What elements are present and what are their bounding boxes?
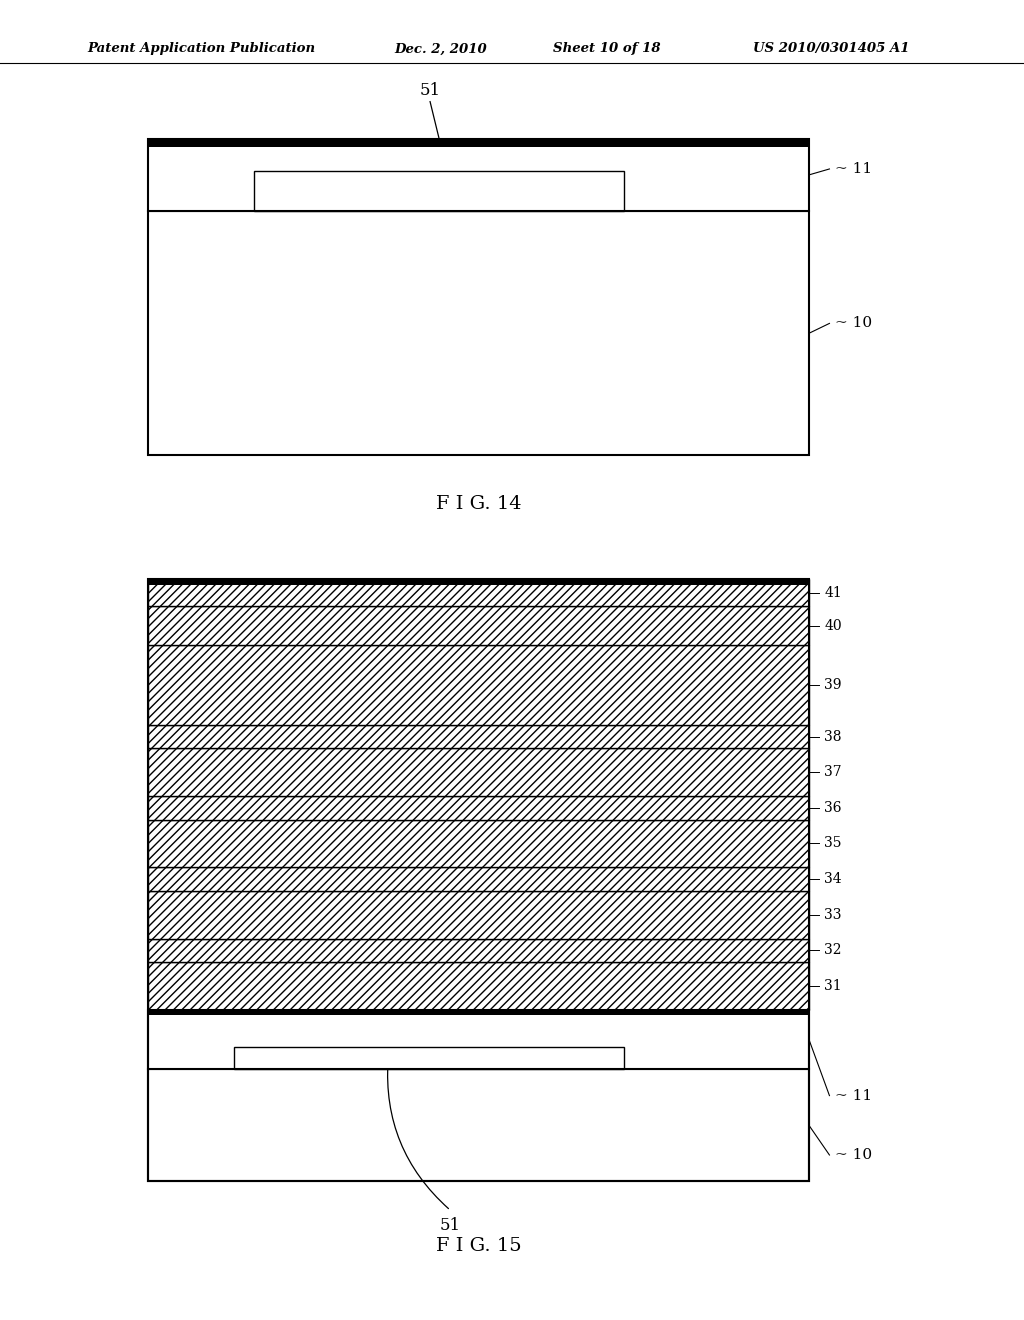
Bar <box>148 748 809 796</box>
Text: ~ 11: ~ 11 <box>835 1089 871 1102</box>
Text: 34: 34 <box>824 873 842 886</box>
Bar <box>148 139 809 211</box>
Bar <box>148 211 809 455</box>
Bar <box>148 725 809 748</box>
Text: 36: 36 <box>824 801 842 814</box>
Text: F I G. 14: F I G. 14 <box>436 495 521 513</box>
Text: 51: 51 <box>420 82 440 99</box>
Bar <box>148 820 809 867</box>
Bar <box>148 796 809 820</box>
Bar <box>148 1010 809 1015</box>
Text: 31: 31 <box>824 979 842 993</box>
Bar <box>234 1047 624 1069</box>
Text: ~ 10: ~ 10 <box>835 317 871 330</box>
Text: 35: 35 <box>824 837 842 850</box>
Bar <box>254 172 624 211</box>
Bar <box>148 579 809 1181</box>
Text: Patent Application Publication: Patent Application Publication <box>87 42 315 55</box>
Bar <box>234 1047 624 1069</box>
Bar <box>254 172 624 211</box>
Bar <box>148 939 809 962</box>
Text: Sheet 10 of 18: Sheet 10 of 18 <box>553 42 660 55</box>
Bar <box>148 645 809 725</box>
Bar <box>148 579 809 606</box>
Text: US 2010/0301405 A1: US 2010/0301405 A1 <box>753 42 909 55</box>
Text: 33: 33 <box>824 908 842 921</box>
Text: 40: 40 <box>824 619 842 632</box>
Bar <box>148 139 809 147</box>
Bar <box>148 962 809 1010</box>
Bar <box>148 139 809 211</box>
Bar <box>148 891 809 939</box>
Text: 41: 41 <box>824 586 842 599</box>
Text: ~ 10: ~ 10 <box>835 1148 871 1162</box>
Bar <box>148 1010 809 1069</box>
Bar <box>148 1069 809 1181</box>
Text: Dec. 2, 2010: Dec. 2, 2010 <box>394 42 487 55</box>
Text: 38: 38 <box>824 730 842 743</box>
Text: ~ 11: ~ 11 <box>835 162 871 176</box>
Text: 51: 51 <box>440 1217 461 1234</box>
Text: F I G. 15: F I G. 15 <box>436 1237 521 1255</box>
Text: 32: 32 <box>824 944 842 957</box>
Bar <box>148 1010 809 1069</box>
Text: 39: 39 <box>824 678 842 692</box>
Bar <box>148 606 809 645</box>
Bar <box>148 579 809 585</box>
Bar <box>148 867 809 891</box>
Text: 37: 37 <box>824 766 842 779</box>
